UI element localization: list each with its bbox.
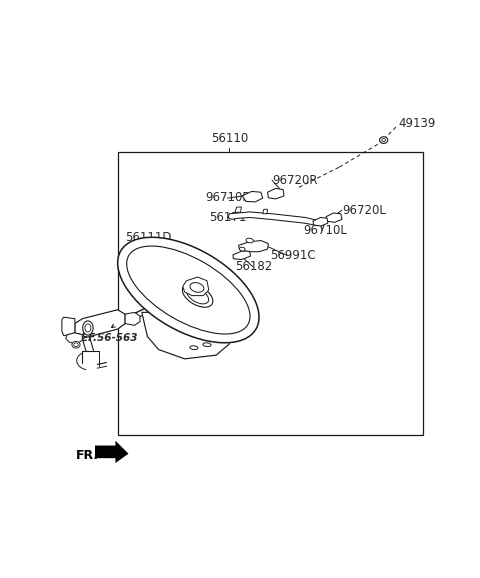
Ellipse shape (203, 343, 211, 347)
Polygon shape (326, 213, 342, 223)
Ellipse shape (83, 321, 93, 335)
Polygon shape (228, 212, 321, 225)
Polygon shape (239, 240, 268, 251)
Text: FR.: FR. (76, 449, 99, 462)
Bar (118, 153, 423, 435)
Text: 56110: 56110 (211, 132, 248, 144)
Text: 96720L: 96720L (343, 203, 386, 217)
Polygon shape (313, 217, 328, 226)
Polygon shape (267, 188, 284, 199)
Polygon shape (62, 317, 75, 336)
Ellipse shape (72, 342, 80, 348)
Ellipse shape (190, 346, 198, 350)
Text: REF.56-563: REF.56-563 (74, 334, 139, 343)
Polygon shape (125, 312, 140, 325)
Polygon shape (183, 277, 209, 295)
Text: 49139: 49139 (398, 117, 436, 130)
Polygon shape (75, 310, 125, 338)
Ellipse shape (182, 284, 213, 307)
Polygon shape (233, 251, 251, 260)
Polygon shape (242, 191, 263, 202)
Polygon shape (142, 312, 233, 359)
Text: 96710L: 96710L (304, 224, 348, 237)
Ellipse shape (382, 139, 385, 142)
Ellipse shape (190, 283, 204, 292)
Ellipse shape (118, 238, 259, 343)
Ellipse shape (127, 246, 250, 334)
Text: 56991C: 56991C (270, 249, 316, 262)
Text: 96710R: 96710R (205, 191, 251, 203)
Ellipse shape (85, 324, 91, 332)
Ellipse shape (246, 238, 253, 243)
Polygon shape (66, 333, 83, 344)
Text: 56111D: 56111D (125, 231, 172, 244)
Polygon shape (95, 440, 129, 463)
Text: 56182: 56182 (235, 260, 272, 273)
Ellipse shape (74, 343, 78, 347)
Text: 96720R: 96720R (272, 174, 318, 187)
Ellipse shape (380, 137, 388, 143)
Polygon shape (263, 209, 267, 214)
Polygon shape (235, 207, 241, 212)
Ellipse shape (187, 287, 209, 304)
Ellipse shape (240, 247, 245, 251)
Text: 56171: 56171 (209, 211, 246, 224)
